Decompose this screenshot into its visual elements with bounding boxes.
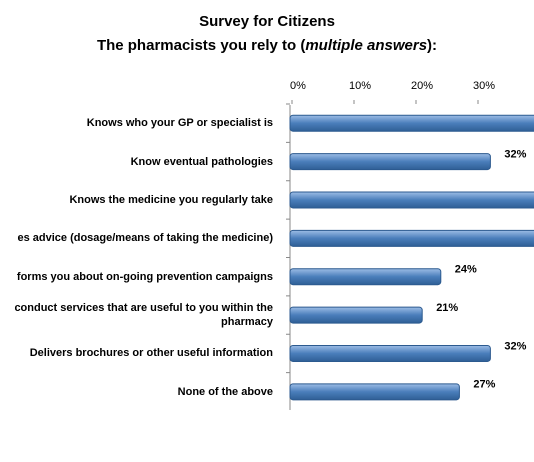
subtitle-part: multiple answers xyxy=(305,37,427,54)
category-label: Delivers brochures or other useful infor… xyxy=(29,347,273,360)
category-label: es advice (dosage/means of taking the me… xyxy=(17,232,273,245)
subtitle-part: The pharmacists you rely to ( xyxy=(97,37,305,54)
chart-subtitle: The pharmacists you rely to (multiple an… xyxy=(97,37,437,54)
data-label: 21% xyxy=(436,302,458,314)
bar xyxy=(289,306,423,324)
category-label: forms you about on-going prevention camp… xyxy=(16,270,273,283)
bar xyxy=(289,229,534,247)
bar xyxy=(289,153,491,171)
bar xyxy=(289,114,534,132)
category-label: conduct services that are useful to you … xyxy=(14,302,273,329)
chart-title: Survey for Citizens xyxy=(199,13,335,30)
bar xyxy=(289,344,491,362)
bar xyxy=(289,383,460,401)
data-label: 32% xyxy=(504,148,526,160)
category-label: None of the above xyxy=(177,385,273,398)
x-tick-label: 10% xyxy=(349,80,371,92)
x-tick-label: 0% xyxy=(290,80,306,92)
category-label: Knows the medicine you regularly take xyxy=(69,193,273,206)
subtitle-part: ): xyxy=(427,37,437,54)
data-label: 27% xyxy=(473,379,495,391)
data-label: 24% xyxy=(455,264,477,276)
x-tick-label: 20% xyxy=(411,80,433,92)
bar xyxy=(289,268,442,286)
category-label: Knows who your GP or specialist is xyxy=(86,117,273,130)
data-label: 32% xyxy=(504,340,526,352)
bar xyxy=(289,191,534,209)
x-tick-label: 30% xyxy=(473,80,495,92)
category-label: Know eventual pathologies xyxy=(130,155,273,168)
